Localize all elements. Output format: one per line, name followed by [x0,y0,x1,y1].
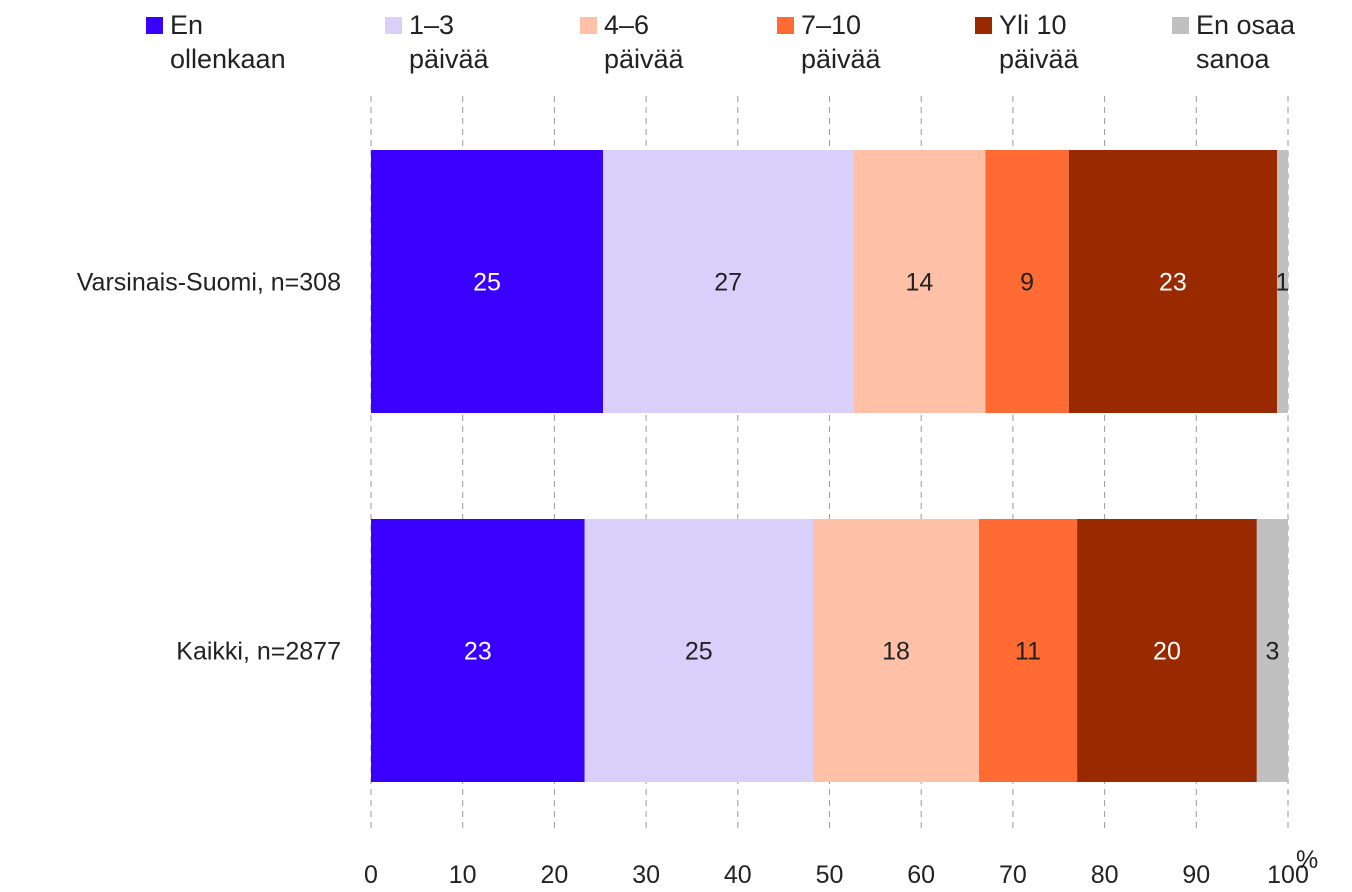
data-labels: 25 27 14 9 23 1 23 25 18 11 20 3 [464,269,1290,666]
data-label: 25 [473,269,501,297]
x-tick-labels: 0 10 20 30 40 50 60 70 80 90 100 [364,861,1309,889]
bar-segment [584,519,813,782]
legend-swatch [975,17,992,34]
data-label: 11 [1015,638,1041,666]
x-tick-label: 10 [449,861,477,889]
data-label: 14 [905,269,933,297]
x-tick-label: 40 [724,861,752,889]
data-label: 25 [685,638,713,666]
data-label: 1 [1276,269,1290,297]
x-tick-label: 70 [999,861,1027,889]
chart-legend: En ollenkaan 1–3 päivää 4–6 päivää 7–10 päiv… [0,8,1352,94]
data-label: 9 [1020,269,1034,297]
legend-swatch [146,17,163,34]
category-labels: Varsinais-Suomi, n=308 Kaikki, n=2877 [77,269,341,666]
legend-swatch [777,17,794,34]
legend-label: 7–10 päivää [801,10,881,74]
bar-segment [1068,150,1277,413]
data-label: 23 [1159,269,1187,297]
data-label: 18 [882,638,910,666]
legend-swatch [385,17,402,34]
legend-swatch [580,17,597,34]
x-tick-label: 30 [632,861,660,889]
bar-segment [1256,519,1288,782]
bar-segment [985,150,1069,413]
legend-label: 4–6 päivää [604,10,684,74]
bar-segment [853,150,986,413]
bar-segment [371,150,604,413]
x-tick-label: 60 [907,861,935,889]
bar-segment [978,519,1078,782]
x-tick-label: 0 [364,861,378,889]
x-tick-label: 50 [816,861,844,889]
x-unit-label: % [1296,846,1319,874]
data-label: 23 [464,638,492,666]
bar-segment [1276,150,1288,413]
x-tick-label: 80 [1091,861,1119,889]
legend-label: Yli 10 päivää [999,10,1079,74]
category-label: Kaikki, n=2877 [176,638,341,666]
data-label: 27 [714,269,742,297]
legend-label: En osaa sanoa [1196,10,1296,74]
x-tick-label: 90 [1182,861,1210,889]
x-tick-label: 20 [540,861,568,889]
legend-label: 1–3 päivää [409,10,489,74]
bars [371,150,1288,782]
data-label: 20 [1153,638,1181,666]
category-label: Varsinais-Suomi, n=308 [77,269,341,297]
x-tick-label: 100 [1267,861,1309,889]
bar-segment [603,150,854,413]
legend-swatch [1172,17,1189,34]
bar-segment [812,519,979,782]
bar-segment [371,519,585,782]
bar-segment [1077,519,1257,782]
legend-label: En ollenkaan [170,10,286,74]
data-label: 3 [1265,638,1279,666]
